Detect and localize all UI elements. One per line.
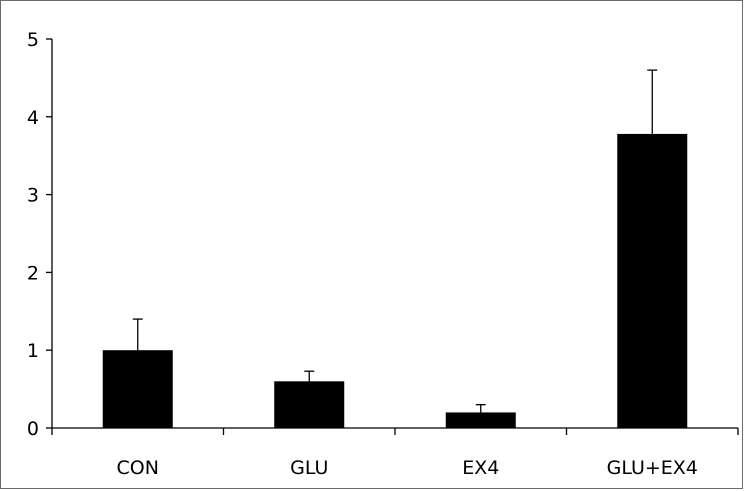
- x-tick-label: CON: [117, 457, 159, 479]
- bar: [445, 412, 516, 428]
- x-tick-label: EX4: [462, 457, 499, 479]
- bar: [617, 133, 688, 428]
- y-tick-label: 2: [27, 262, 39, 284]
- y-tick-label: 3: [27, 185, 39, 207]
- bar: [274, 381, 345, 428]
- x-tick-label: GLU+EX4: [607, 457, 698, 479]
- y-tick-label: 5: [27, 29, 39, 51]
- bar: [102, 350, 173, 428]
- y-tick-label: 0: [27, 418, 39, 440]
- tick-labels: 0 1 2 3 4 5 CON GLU EX4 GLU+EX4: [27, 29, 698, 479]
- x-tick-label: GLU: [290, 457, 328, 479]
- y-tick-label: 4: [27, 107, 39, 129]
- error-bars: [132, 69, 658, 413]
- bars: [102, 133, 688, 428]
- y-tick-label: 1: [27, 340, 39, 362]
